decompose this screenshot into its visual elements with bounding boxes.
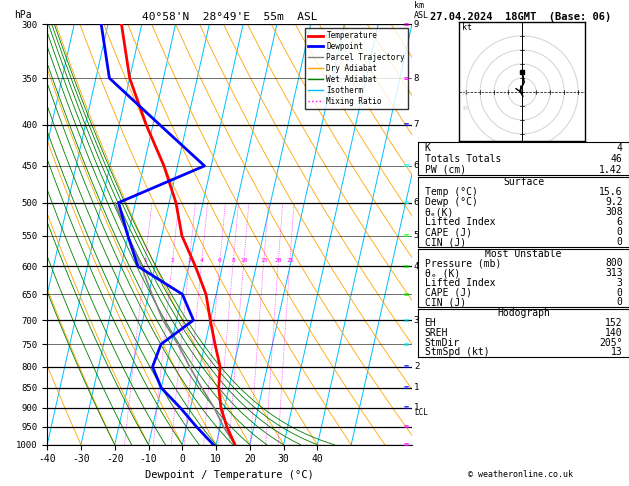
Text: 15.6: 15.6 (599, 187, 623, 197)
Text: 0: 0 (617, 288, 623, 297)
Text: 6: 6 (218, 258, 222, 263)
Text: 2: 2 (414, 362, 419, 371)
Text: 25: 25 (286, 258, 294, 263)
Text: 7: 7 (414, 120, 419, 129)
Text: ≡: ≡ (403, 198, 408, 207)
Text: 10: 10 (240, 258, 248, 263)
Text: 8: 8 (231, 258, 235, 263)
Text: 4: 4 (617, 143, 623, 153)
Text: ≡: ≡ (403, 161, 408, 171)
Text: 2: 2 (170, 258, 174, 263)
Text: θₑ (K): θₑ (K) (425, 268, 460, 278)
Legend: Temperature, Dewpoint, Parcel Trajectory, Dry Adiabat, Wet Adiabat, Isotherm, Mi: Temperature, Dewpoint, Parcel Trajectory… (305, 28, 408, 109)
Text: 4: 4 (414, 262, 419, 271)
Text: 140: 140 (605, 328, 623, 338)
Text: 1: 1 (414, 403, 419, 413)
Text: EH: EH (425, 318, 437, 328)
Text: PW (cm): PW (cm) (425, 165, 465, 175)
Text: 308: 308 (605, 207, 623, 217)
Text: 3: 3 (187, 258, 191, 263)
Text: 20: 20 (275, 258, 282, 263)
Text: 0: 0 (617, 227, 623, 237)
Text: Lifted Index: Lifted Index (425, 217, 495, 227)
Text: ≡: ≡ (403, 120, 408, 129)
Text: Mixing Ratio (g/kg): Mixing Ratio (g/kg) (434, 187, 443, 282)
Text: Lifted Index: Lifted Index (425, 278, 495, 288)
Text: SREH: SREH (425, 328, 448, 338)
Text: CIN (J): CIN (J) (425, 297, 465, 307)
Text: 5: 5 (414, 231, 419, 241)
Text: 313: 313 (605, 268, 623, 278)
Text: 3: 3 (617, 278, 623, 288)
Text: CAPE (J): CAPE (J) (425, 227, 472, 237)
Text: 3: 3 (414, 315, 419, 325)
Text: Pressure (mb): Pressure (mb) (425, 259, 501, 268)
Text: 800: 800 (605, 259, 623, 268)
Text: θₑ(K): θₑ(K) (425, 207, 454, 217)
Text: 6: 6 (414, 161, 419, 171)
Text: 8: 8 (414, 73, 419, 83)
Text: 4: 4 (200, 258, 204, 263)
Text: ≡: ≡ (403, 315, 408, 325)
Text: Dewp (°C): Dewp (°C) (425, 197, 477, 207)
Text: 6: 6 (617, 217, 623, 227)
Text: 6: 6 (414, 198, 419, 207)
Text: 0: 0 (617, 237, 623, 247)
Text: ≡: ≡ (403, 231, 408, 241)
Text: 1: 1 (143, 258, 147, 263)
Text: 9.2: 9.2 (605, 197, 623, 207)
Text: 0: 0 (617, 297, 623, 307)
Text: hPa: hPa (14, 10, 32, 20)
Title: 40°58'N  28°49'E  55m  ASL: 40°58'N 28°49'E 55m ASL (142, 12, 318, 22)
Text: ≡: ≡ (403, 340, 408, 349)
Text: ≡: ≡ (403, 73, 408, 83)
Text: ≡: ≡ (403, 403, 408, 413)
Text: km
ASL: km ASL (414, 0, 429, 20)
Text: Hodograph: Hodograph (497, 309, 550, 318)
Text: 205°: 205° (599, 338, 623, 347)
Text: © weatheronline.co.uk: © weatheronline.co.uk (468, 469, 573, 479)
Text: 1: 1 (414, 383, 419, 392)
Text: LCL: LCL (414, 408, 428, 417)
Text: Totals Totals: Totals Totals (425, 154, 501, 164)
Text: ≡: ≡ (403, 290, 408, 299)
Text: 20: 20 (462, 91, 469, 96)
Text: 15: 15 (260, 258, 267, 263)
Text: 40: 40 (462, 106, 469, 111)
X-axis label: Dewpoint / Temperature (°C): Dewpoint / Temperature (°C) (145, 470, 314, 480)
Text: Surface: Surface (503, 177, 544, 187)
Text: StmDir: StmDir (425, 338, 460, 347)
Text: ≡: ≡ (403, 383, 408, 392)
Text: 152: 152 (605, 318, 623, 328)
Text: 9: 9 (414, 20, 419, 29)
Text: 1.42: 1.42 (599, 165, 623, 175)
Text: 13: 13 (611, 347, 623, 357)
Text: 27.04.2024  18GMT  (Base: 06): 27.04.2024 18GMT (Base: 06) (430, 12, 611, 22)
Text: K: K (425, 143, 430, 153)
Text: ≡: ≡ (403, 20, 408, 29)
Text: 46: 46 (611, 154, 623, 164)
Text: Most Unstable: Most Unstable (486, 249, 562, 259)
Text: StmSpd (kt): StmSpd (kt) (425, 347, 489, 357)
Text: Temp (°C): Temp (°C) (425, 187, 477, 197)
Text: kt: kt (462, 23, 472, 32)
Text: ≡: ≡ (403, 422, 408, 431)
Text: ≡: ≡ (403, 440, 408, 449)
Text: ≡: ≡ (403, 262, 408, 271)
Text: CIN (J): CIN (J) (425, 237, 465, 247)
Text: ≡: ≡ (403, 362, 408, 371)
Text: CAPE (J): CAPE (J) (425, 288, 472, 297)
